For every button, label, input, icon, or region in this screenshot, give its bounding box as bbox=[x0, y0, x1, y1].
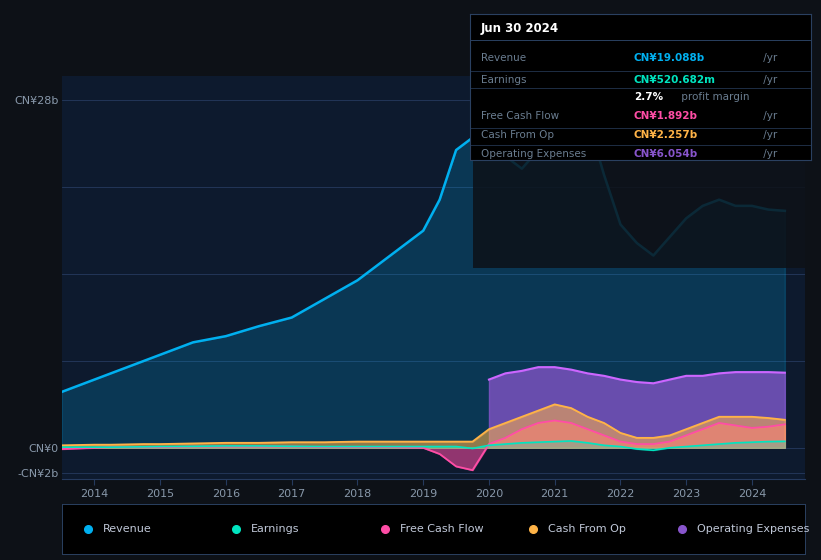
Text: /yr: /yr bbox=[760, 149, 777, 159]
Text: Operating Expenses: Operating Expenses bbox=[480, 149, 586, 159]
Text: Earnings: Earnings bbox=[251, 524, 300, 534]
Text: Revenue: Revenue bbox=[480, 53, 525, 63]
Text: CN¥1.892b: CN¥1.892b bbox=[634, 111, 698, 121]
Text: Free Cash Flow: Free Cash Flow bbox=[400, 524, 484, 534]
Text: Cash From Op: Cash From Op bbox=[548, 524, 626, 534]
Text: CN¥19.088b: CN¥19.088b bbox=[634, 53, 705, 63]
Text: 2.7%: 2.7% bbox=[634, 92, 663, 102]
Bar bbox=[473, 76, 805, 268]
Text: Revenue: Revenue bbox=[103, 524, 151, 534]
Text: CN¥6.054b: CN¥6.054b bbox=[634, 149, 698, 159]
Text: CN¥2.257b: CN¥2.257b bbox=[634, 130, 698, 140]
Text: Cash From Op: Cash From Op bbox=[480, 130, 553, 140]
Text: /yr: /yr bbox=[760, 53, 777, 63]
Text: profit margin: profit margin bbox=[678, 92, 750, 102]
Text: CN¥520.682m: CN¥520.682m bbox=[634, 74, 716, 85]
Text: Jun 30 2024: Jun 30 2024 bbox=[480, 22, 559, 35]
Text: Operating Expenses: Operating Expenses bbox=[697, 524, 810, 534]
Text: /yr: /yr bbox=[760, 130, 777, 140]
Text: /yr: /yr bbox=[760, 74, 777, 85]
Text: Earnings: Earnings bbox=[480, 74, 526, 85]
Text: Free Cash Flow: Free Cash Flow bbox=[480, 111, 559, 121]
Text: /yr: /yr bbox=[760, 111, 777, 121]
